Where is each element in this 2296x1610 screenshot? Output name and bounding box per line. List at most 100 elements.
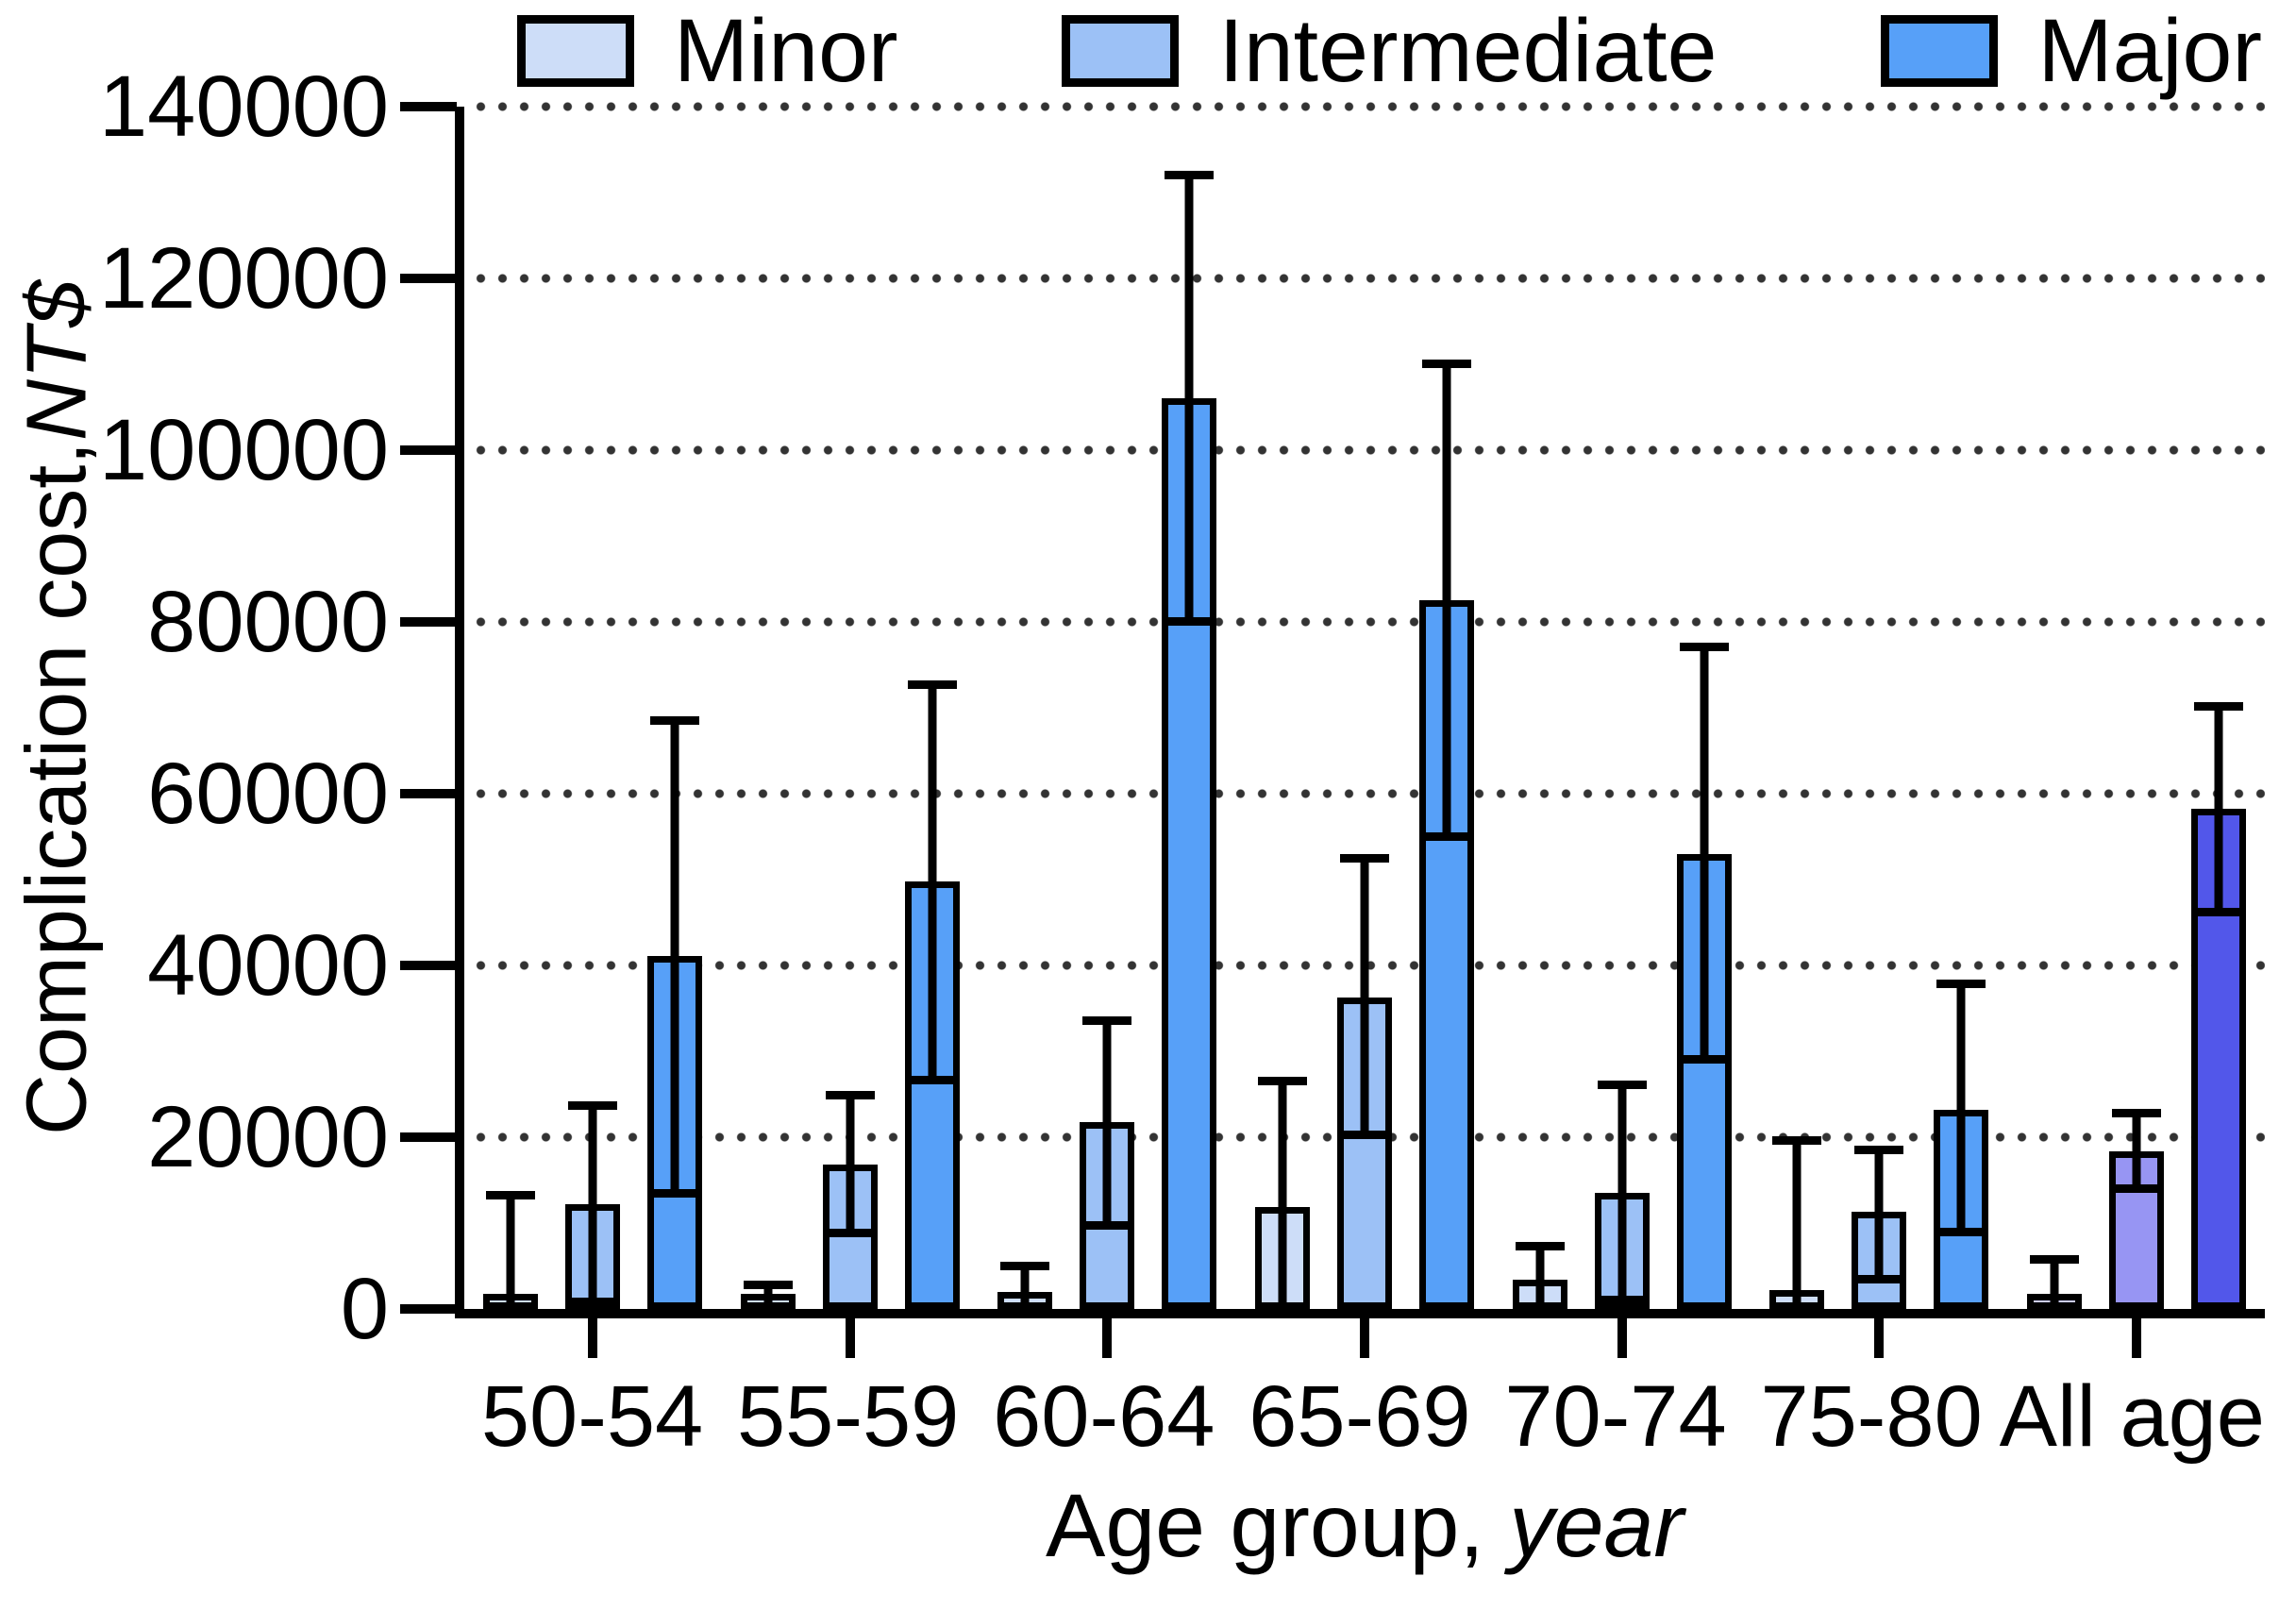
y-tick-label: 100000 (99, 402, 389, 498)
error-bar-cap-top (1258, 1076, 1308, 1085)
gridline (464, 617, 2265, 627)
y-tick-label: 140000 (99, 59, 389, 155)
legend-item-minor: Minor (517, 6, 898, 96)
bar-wrap (904, 107, 960, 1309)
x-tick-slot (2007, 1309, 2265, 1362)
legend-item-major: Major (1881, 0, 2262, 101)
bar-wrap (1512, 107, 1567, 1309)
bar-wrap (1080, 107, 1135, 1309)
bar-wrap (2190, 107, 2246, 1309)
bar-wrap (822, 107, 878, 1309)
error-bar-line (928, 685, 937, 1081)
gridline (464, 274, 2265, 283)
x-axis-spine (455, 1309, 2265, 1318)
gridline (464, 789, 2265, 798)
x-tick (1617, 1309, 1627, 1358)
bar-wrap (997, 107, 1053, 1309)
legend-item-intermediate: Intermediate (1062, 0, 1718, 101)
y-tick (400, 445, 457, 455)
x-category-label: 50-54 (480, 1368, 704, 1465)
error-bar-line (1956, 984, 1966, 1233)
y-tick (400, 1132, 457, 1142)
error-bar-line (1617, 1085, 1627, 1300)
error-bar-line (1874, 1149, 1884, 1281)
y-axis-tick-labels: 0 20000 40000 60000 80000 100000 120000 140000 (57, 63, 389, 1352)
bar-wrap (565, 107, 621, 1309)
x-tick (2131, 1309, 2141, 1358)
error-bar-line (1535, 1247, 1545, 1309)
error-bar-cap-bottom (2111, 1183, 2161, 1193)
bar-wrap (647, 107, 703, 1309)
minor-swatch-icon (517, 15, 634, 87)
y-tick-label: 120000 (99, 230, 389, 327)
error-bar-cap-top (1597, 1081, 1647, 1090)
error-bar-cap-bottom (1340, 1131, 1390, 1140)
x-axis-tick-labels: 50-54 55-59 60-64 65-69 70-74 75-80 All age (464, 1369, 2265, 1464)
error-bar-cap-bottom (1422, 831, 1472, 841)
error-bar-cap-bottom (2193, 907, 2243, 916)
major-swatch-icon (1881, 15, 1999, 87)
legend-label-intermediate: Intermediate (1218, 0, 1718, 101)
x-axis-title-text: Age group, (1045, 1476, 1510, 1576)
error-bar-line (2050, 1260, 2059, 1309)
error-bar-line (670, 720, 679, 1195)
y-tick-label: 40000 (147, 917, 389, 1014)
error-bar-line (1278, 1081, 1287, 1309)
gridline (464, 102, 2265, 111)
x-axis-ticks (464, 1309, 2265, 1362)
error-bar-cap-top (1515, 1242, 1565, 1251)
y-tick (400, 274, 457, 283)
legend: Minor Intermediate Major (517, 2, 2262, 100)
bar-wrap (2108, 107, 2164, 1309)
bar-wrap (1676, 107, 1732, 1309)
error-bar-cap-top (2193, 702, 2243, 712)
error-bar-line (2132, 1113, 2141, 1189)
legend-label-major: Major (2037, 0, 2262, 101)
error-bar-cap-bottom (1936, 1228, 1986, 1237)
x-tick (845, 1309, 855, 1358)
bar-wrap (1934, 107, 1989, 1309)
error-bar-cap-top (2029, 1255, 2079, 1265)
error-bar-cap-top (650, 715, 700, 725)
bar-wrap (740, 107, 796, 1309)
y-tick (400, 102, 457, 111)
error-bar-line (1792, 1140, 1802, 1309)
x-tick-slot (979, 1309, 1236, 1362)
error-bar-cap-top (907, 680, 957, 690)
x-tick-slot (464, 1309, 722, 1362)
x-category-label: 55-59 (737, 1368, 960, 1465)
error-bar-line (763, 1284, 773, 1309)
error-bar-cap-top (825, 1091, 875, 1100)
error-bar-line (1360, 859, 1369, 1136)
x-tick (588, 1309, 598, 1358)
bars-layer (464, 107, 2265, 1309)
error-bar-cap-top (1165, 170, 1215, 179)
error-bar-line (2214, 707, 2223, 913)
error-bar-line (1442, 364, 1451, 837)
error-bar-cap-top (486, 1190, 536, 1199)
bar-group (979, 107, 1236, 1309)
y-tick-label: 80000 (147, 574, 389, 670)
bar-group (722, 107, 980, 1309)
error-bar-cap-bottom (1854, 1275, 1904, 1284)
plot-area: 50-54 55-59 60-64 65-69 70-74 75-80 All age (455, 102, 2265, 1464)
error-bar-cap-bottom (650, 1189, 700, 1199)
gridline (464, 445, 2265, 455)
y-tick (400, 617, 457, 627)
error-bar-cap-bottom (1597, 1295, 1647, 1304)
error-bar-line (1700, 647, 1709, 1061)
y-tick-label: 60000 (147, 746, 389, 842)
x-tick-slot (1493, 1309, 1751, 1362)
x-category-label: 70-74 (1504, 1368, 1727, 1465)
bar-wrap (1337, 107, 1393, 1309)
bar-group (1236, 107, 1494, 1309)
error-bar-cap-top (1936, 980, 1986, 989)
bar-wrap (1769, 107, 1825, 1309)
error-bar-cap-top (2111, 1108, 2161, 1117)
error-bar-cap-bottom (1165, 617, 1215, 626)
error-bar-cap-top (1679, 643, 1729, 652)
x-category-label: 60-64 (993, 1368, 1215, 1465)
error-bar-cap-bottom (907, 1075, 957, 1084)
y-tick-label: 20000 (147, 1089, 389, 1185)
